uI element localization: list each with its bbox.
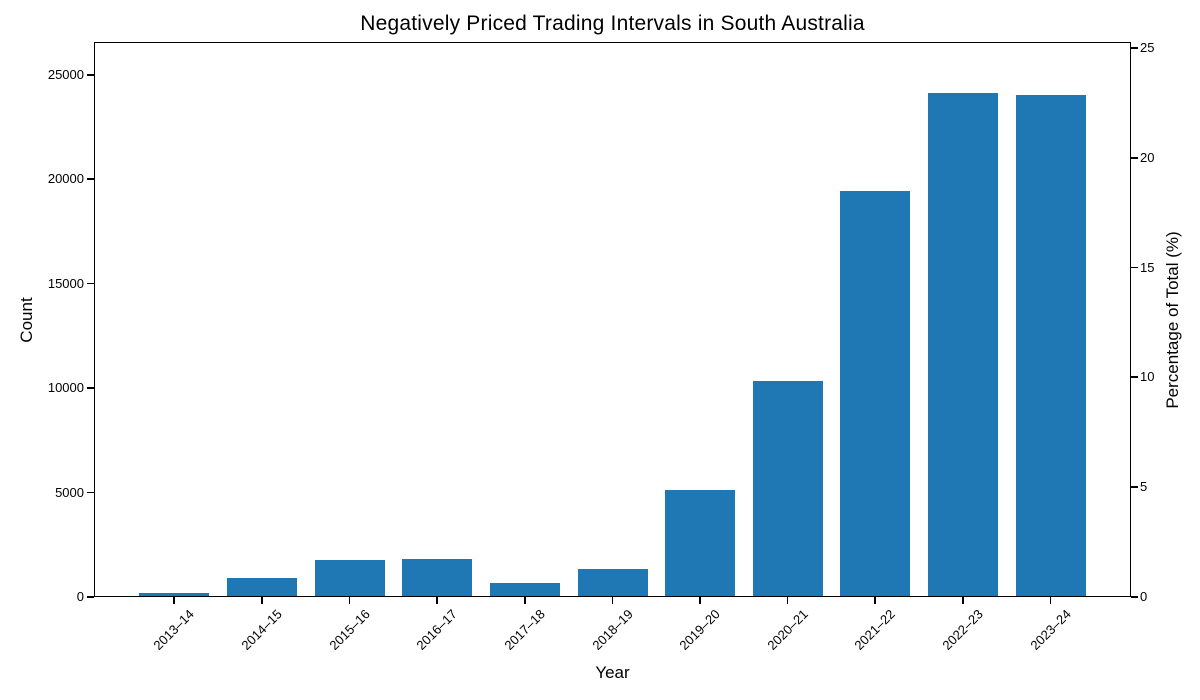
x-tick-label: 2020–21 <box>764 606 811 653</box>
y-tick-right <box>1131 156 1138 159</box>
bar-2016–17 <box>402 558 473 597</box>
y-tick-label-right: 0 <box>1140 589 1148 604</box>
y-tick-left <box>87 387 94 389</box>
x-tick <box>699 597 701 604</box>
x-tick-label: 2021–22 <box>851 606 899 653</box>
x-tick <box>611 597 614 604</box>
x-tick-label: 2015–16 <box>326 606 373 653</box>
y-tick-right <box>1131 486 1138 488</box>
x-tick <box>786 597 789 604</box>
bar-2014–15 <box>226 578 297 597</box>
y-axis-label-right: Percentage of Total (%) <box>1163 231 1182 409</box>
x-tick <box>348 597 351 604</box>
x-tick-label: 2018–19 <box>588 606 636 653</box>
bar-2022–23 <box>928 92 999 597</box>
y-axis-label-left: Count <box>17 297 36 343</box>
y-tick-label-right: 10 <box>1140 369 1155 385</box>
x-tick-label: 2014–15 <box>238 606 285 653</box>
x-tick <box>173 597 175 604</box>
y-tick-label-left: 0 <box>76 589 84 604</box>
bar-2021–22 <box>840 190 911 597</box>
y-tick-right <box>1131 596 1138 598</box>
y-tick-label-left: 25000 <box>47 66 84 82</box>
y-tick-label-left: 10000 <box>47 380 84 396</box>
x-tick-label: 2016–17 <box>413 606 461 653</box>
chart-title: Negatively Priced Trading Intervals in S… <box>360 12 865 35</box>
x-tick <box>874 597 877 604</box>
bar-2015–16 <box>314 560 385 597</box>
x-tick-label: 2023–24 <box>1027 606 1074 653</box>
x-tick <box>523 597 526 604</box>
y-tick-label-right: 15 <box>1140 259 1155 275</box>
y-tick-right <box>1131 376 1138 379</box>
y-tick-left <box>87 282 94 285</box>
y-tick-label-right: 5 <box>1140 479 1148 495</box>
bar-2023–24 <box>1015 94 1086 597</box>
bar-2018–19 <box>577 569 648 597</box>
x-tick <box>962 597 964 604</box>
y-tick-label-left: 20000 <box>47 171 84 187</box>
bar-2013–14 <box>139 593 210 597</box>
y-tick-label-left: 15000 <box>47 275 84 291</box>
bar-2020–21 <box>752 380 823 597</box>
y-tick-label-left: 5000 <box>55 484 84 500</box>
x-tick <box>436 597 438 604</box>
bar-2017–18 <box>489 582 560 597</box>
y-tick-label-right: 20 <box>1140 149 1155 165</box>
y-tick-label-right: 25 <box>1140 40 1155 56</box>
y-tick-left <box>87 178 94 181</box>
y-tick-left <box>87 596 94 598</box>
y-tick-right <box>1131 266 1138 269</box>
y-tick-right <box>1131 47 1138 49</box>
plot-area <box>94 42 1131 597</box>
y-tick-left <box>87 491 94 494</box>
x-tick-label: 2013–14 <box>150 606 198 653</box>
x-tick-label: 2022–23 <box>939 606 986 653</box>
x-tick-label: 2017–18 <box>501 606 548 653</box>
x-tick <box>260 597 263 604</box>
x-tick-label: 2019–20 <box>676 606 723 653</box>
x-axis-label: Year <box>595 663 630 682</box>
y-tick-left <box>87 73 94 76</box>
bar-2019–20 <box>665 490 736 597</box>
x-tick <box>1049 597 1052 604</box>
